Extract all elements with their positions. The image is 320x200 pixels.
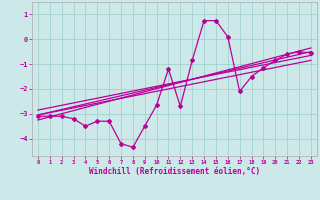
X-axis label: Windchill (Refroidissement éolien,°C): Windchill (Refroidissement éolien,°C) [89, 167, 260, 176]
